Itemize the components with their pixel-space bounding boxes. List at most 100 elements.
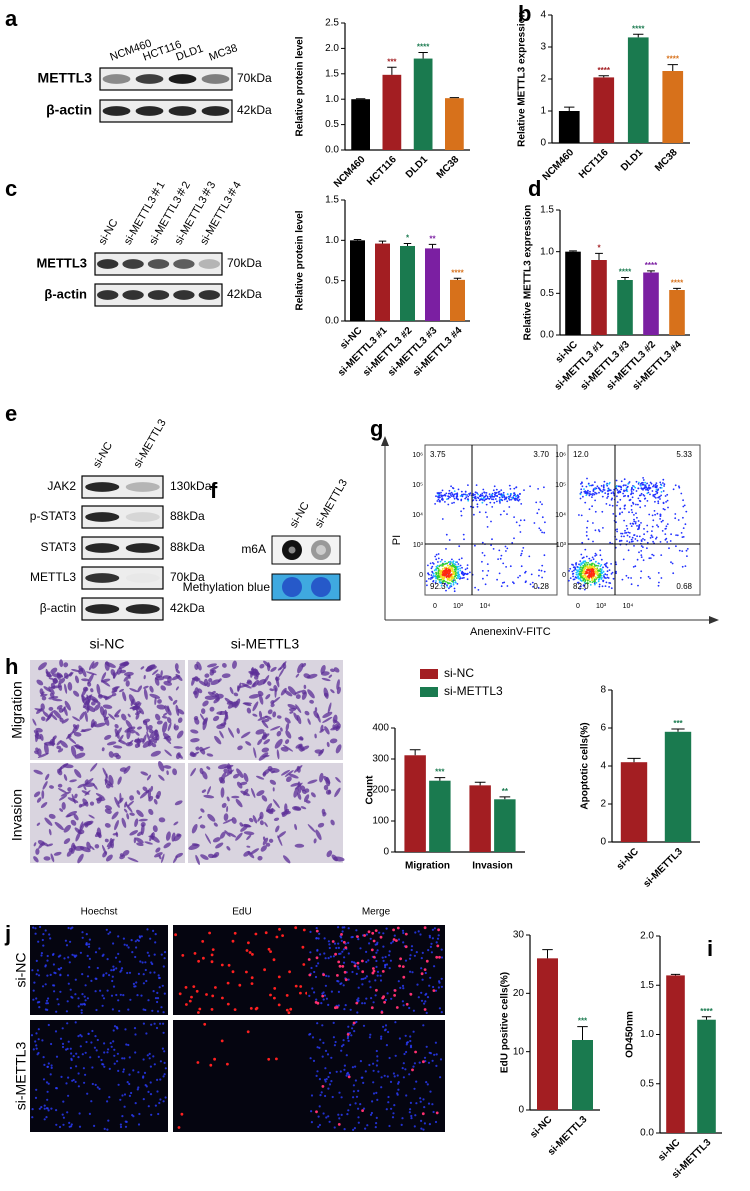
nucleus bbox=[348, 927, 350, 929]
nucleus bbox=[56, 998, 58, 1000]
edu-nucleus bbox=[396, 1006, 399, 1009]
nucleus bbox=[316, 1075, 318, 1077]
nucleus bbox=[56, 1087, 58, 1089]
cell-dot bbox=[487, 526, 489, 528]
edu-nucleus bbox=[424, 968, 427, 971]
cell-dot bbox=[637, 540, 639, 542]
nucleus bbox=[47, 1091, 49, 1093]
nucleus bbox=[420, 1128, 422, 1130]
edu-nucleus bbox=[268, 948, 271, 951]
nucleus bbox=[65, 940, 67, 942]
nucleus bbox=[117, 1070, 119, 1072]
edu-nucleus bbox=[337, 961, 340, 964]
flow-y-tick: 10⁶ bbox=[555, 452, 566, 459]
cell-dot bbox=[611, 492, 613, 494]
cell-dot bbox=[490, 521, 492, 523]
cell-dot bbox=[599, 586, 601, 588]
nucleus bbox=[309, 951, 311, 953]
nucleus bbox=[318, 933, 320, 935]
cell-dot bbox=[465, 496, 467, 498]
nucleus bbox=[79, 1126, 81, 1128]
cell bbox=[83, 687, 88, 692]
nucleus bbox=[311, 987, 313, 989]
cell-dot bbox=[599, 584, 601, 586]
cell-dot bbox=[572, 564, 574, 566]
nucleus bbox=[129, 999, 131, 1001]
cell-dot bbox=[509, 485, 511, 487]
cell-dot bbox=[583, 488, 585, 490]
cell-dot bbox=[602, 567, 604, 569]
nucleus bbox=[92, 1083, 94, 1085]
cell-dot bbox=[619, 508, 621, 510]
cell-dot bbox=[449, 582, 451, 584]
nucleus bbox=[315, 965, 317, 967]
cell-dot bbox=[447, 582, 449, 584]
cell-dot bbox=[645, 489, 647, 491]
nucleus bbox=[338, 1117, 340, 1119]
cell-dot bbox=[616, 539, 618, 541]
cell-dot bbox=[618, 485, 620, 487]
nucleus bbox=[356, 1096, 358, 1098]
significance: ** bbox=[429, 234, 436, 243]
cell-dot bbox=[675, 484, 677, 486]
cell-dot bbox=[486, 492, 488, 494]
nucleus bbox=[80, 1045, 82, 1047]
nucleus bbox=[328, 975, 330, 977]
edu-nucleus bbox=[433, 989, 436, 992]
cell-dot bbox=[450, 561, 452, 563]
bar bbox=[591, 260, 607, 335]
nucleus bbox=[53, 984, 55, 986]
nucleus bbox=[81, 1035, 83, 1037]
cell-dot bbox=[491, 494, 493, 496]
nucleus bbox=[322, 1042, 324, 1044]
cell-dot bbox=[578, 578, 580, 580]
column-label: Merge bbox=[362, 907, 391, 918]
nucleus bbox=[147, 952, 149, 954]
nucleus bbox=[147, 999, 149, 1001]
cell-dot bbox=[496, 489, 498, 491]
nucleus bbox=[387, 1075, 389, 1077]
cell-dot bbox=[619, 540, 621, 542]
y-tick-label: 2.0 bbox=[640, 931, 654, 942]
cell-dot bbox=[627, 495, 629, 497]
cell-dot bbox=[437, 496, 439, 498]
cell-dot bbox=[633, 545, 635, 547]
row-label: Methylation blue bbox=[183, 580, 271, 594]
cell-dot bbox=[638, 498, 640, 500]
edu-nucleus bbox=[381, 1011, 384, 1014]
cell-dot bbox=[454, 494, 456, 496]
blot-band bbox=[103, 106, 131, 116]
nucleus bbox=[420, 1120, 422, 1122]
cell-dot bbox=[574, 578, 576, 580]
nucleus bbox=[95, 978, 97, 980]
cell-dot bbox=[658, 572, 660, 574]
blot-band bbox=[148, 259, 169, 269]
cell-dot bbox=[677, 534, 679, 536]
cell-dot bbox=[453, 496, 455, 498]
cell-dot bbox=[591, 564, 593, 566]
cell-dot bbox=[622, 579, 624, 581]
cell-dot bbox=[586, 565, 588, 567]
flow-x-tick: 10⁴ bbox=[480, 603, 491, 610]
cell-dot bbox=[453, 560, 455, 562]
nucleus bbox=[117, 953, 119, 955]
cell-dot bbox=[635, 538, 637, 540]
y-tick-label: 1.0 bbox=[640, 1029, 654, 1040]
size-label: 42kDa bbox=[170, 601, 205, 615]
cell-dot bbox=[616, 495, 618, 497]
cell-dot bbox=[581, 542, 583, 544]
cell-dot bbox=[450, 494, 452, 496]
cell-dot bbox=[588, 483, 590, 485]
nucleus bbox=[87, 955, 89, 957]
edu-nucleus bbox=[185, 986, 188, 989]
nucleus bbox=[150, 1066, 152, 1068]
cell-dot bbox=[596, 568, 598, 570]
nucleus bbox=[327, 1088, 329, 1090]
cell-dot bbox=[455, 569, 457, 571]
nucleus bbox=[150, 1081, 152, 1083]
cell-dot bbox=[472, 506, 474, 508]
cell-dot bbox=[482, 489, 484, 491]
nucleus bbox=[402, 985, 404, 987]
significance: **** bbox=[417, 43, 430, 52]
